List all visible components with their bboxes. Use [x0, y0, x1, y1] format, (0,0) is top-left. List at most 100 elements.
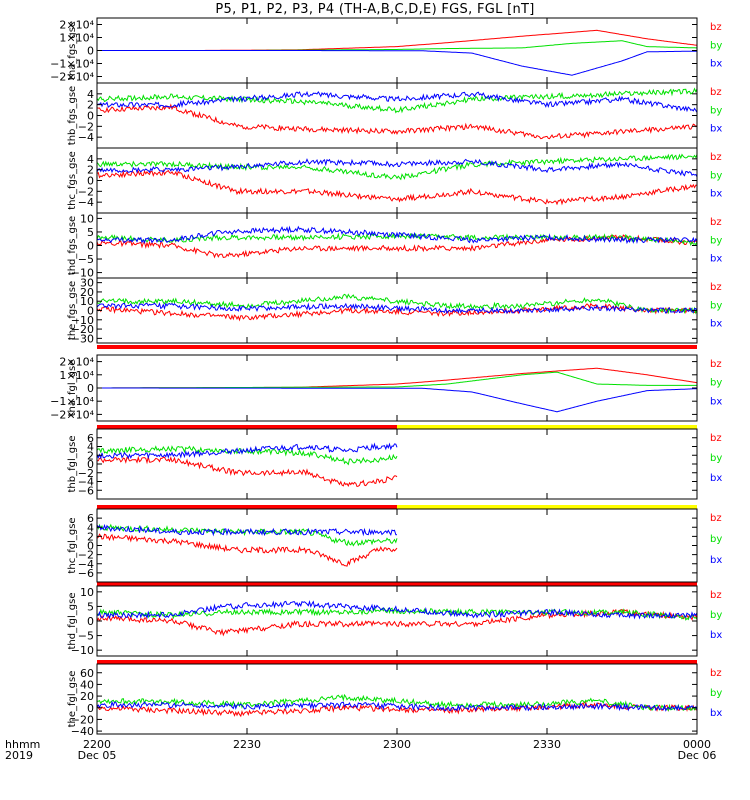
series-line-bz: [97, 168, 697, 206]
panel-ylabel: tha_fgs_gse: [67, 21, 78, 80]
y-tick-label: −10: [71, 314, 94, 327]
y-tick-label: 2: [87, 99, 94, 112]
y-tick-label: −2: [78, 120, 94, 133]
legend-by: by: [710, 378, 722, 389]
y-tick-label: −1×10⁴: [50, 58, 94, 71]
legend-bz: bz: [710, 217, 722, 228]
series-line-bx: [97, 523, 398, 537]
series-line-bx: [97, 387, 697, 413]
y-tick-label: 0: [87, 175, 94, 188]
legend-bx: bx: [710, 319, 722, 330]
quality-flag-bar: [97, 660, 697, 664]
quality-flag-bar: [97, 505, 397, 509]
y-tick-label: −5: [78, 253, 94, 266]
series-line-bz: [97, 367, 697, 389]
legend-by: by: [710, 235, 722, 246]
series-line-bx: [97, 158, 697, 178]
panel-ylabel: thc_fgs_gse: [67, 151, 78, 210]
panel-ylabel: the_fgs_gse: [67, 281, 78, 340]
panel-frame: [96, 147, 698, 214]
y-tick-label: 20: [80, 286, 94, 299]
series-line-bz: [97, 455, 398, 488]
y-tick-label: 2: [87, 164, 94, 177]
panel-frame: [96, 428, 698, 500]
legend-by: by: [710, 300, 722, 311]
panel-ylabel: thc_fgl_gse: [67, 517, 78, 573]
series-line-bx: [97, 225, 697, 245]
legend-by: by: [710, 40, 722, 51]
y-tick-label: 0: [87, 110, 94, 123]
x-tick-label: 0000: [683, 738, 711, 751]
y-tick-label: 10: [80, 212, 94, 225]
y-tick-label: 0: [87, 305, 94, 318]
y-tick-label: −40: [71, 725, 94, 738]
quality-flag-bar: [397, 425, 697, 429]
y-tick-label: −4: [78, 131, 94, 144]
quality-flag-bar: [97, 582, 697, 586]
legend-bz: bz: [710, 22, 722, 33]
y-tick-label: 40: [80, 678, 94, 691]
y-tick-label: −2: [78, 467, 94, 480]
series-line-bx: [97, 302, 697, 315]
y-tick-label: 6: [87, 432, 94, 445]
x-tick-date: Dec 06: [678, 749, 717, 762]
y-tick-label: 20: [80, 690, 94, 703]
y-tick-label: −10: [71, 267, 94, 280]
series-line-by: [97, 232, 697, 247]
legend-bx: bx: [710, 473, 722, 484]
legend-bz: bz: [710, 668, 722, 679]
legend-by: by: [710, 453, 722, 464]
y-tick-label: 4: [87, 521, 94, 534]
y-tick-label: −2: [78, 185, 94, 198]
y-tick-label: −1×10⁴: [50, 395, 94, 408]
legend-bx: bx: [710, 124, 722, 135]
plot-title: P5, P1, P2, P3, P4 (TH-A,B,C,D,E) FGS, F…: [215, 2, 535, 17]
y-tick-label: −4: [78, 476, 94, 489]
series-line-bx: [97, 442, 398, 460]
y-tick-label: 4: [87, 88, 94, 101]
legend-bz: bz: [710, 513, 722, 524]
legend-bx: bx: [710, 396, 722, 407]
y-tick-label: 2×10⁴: [59, 19, 94, 32]
y-tick-label: −20: [71, 713, 94, 726]
panel-ylabel: the_fgl_gse: [67, 671, 78, 728]
x-tick-label: 2330: [533, 738, 561, 751]
legend-bx: bx: [710, 189, 722, 200]
legend-bz: bz: [710, 433, 722, 444]
legend-by: by: [710, 534, 722, 545]
legend-by: by: [710, 610, 722, 621]
legend-bx: bx: [710, 630, 722, 641]
legend-bz: bz: [710, 359, 722, 370]
panel-ylabel: tha_fgl_gse: [67, 360, 78, 417]
y-tick-label: 1×10⁴: [59, 369, 94, 382]
series-line-by: [97, 607, 697, 621]
legend-bz: bz: [710, 590, 722, 601]
legend-bz: bz: [710, 87, 722, 98]
y-tick-label: −2×10⁴: [50, 408, 94, 421]
y-tick-label: 30: [80, 277, 94, 290]
y-tick-label: −10: [71, 644, 94, 657]
y-tick-label: 1×10⁴: [59, 32, 94, 45]
quality-flag-bar: [97, 345, 697, 349]
legend-bx: bx: [710, 254, 722, 265]
legend-by: by: [710, 105, 722, 116]
series-line-bz: [97, 533, 398, 567]
legend-by: by: [710, 170, 722, 181]
x-row-label: 2019: [5, 749, 33, 762]
quality-flag-bar: [97, 425, 397, 429]
legend-by: by: [710, 688, 722, 699]
y-tick-label: 0: [87, 382, 94, 395]
y-tick-label: 0: [87, 702, 94, 715]
series-line-bz: [97, 103, 697, 140]
panel-ylabel: thd_fgs_gse: [67, 216, 78, 275]
x-tick-date: Dec 05: [78, 749, 117, 762]
series-line-by: [97, 153, 697, 181]
legend-bx: bx: [710, 708, 722, 719]
panel-frame: [96, 212, 698, 279]
panel-frame: [96, 82, 698, 149]
legend-bx: bx: [710, 555, 722, 566]
quality-flag-bar: [397, 505, 697, 509]
y-tick-label: −4: [78, 558, 94, 571]
y-tick-label: 2: [87, 449, 94, 462]
legend-bx: bx: [710, 59, 722, 70]
